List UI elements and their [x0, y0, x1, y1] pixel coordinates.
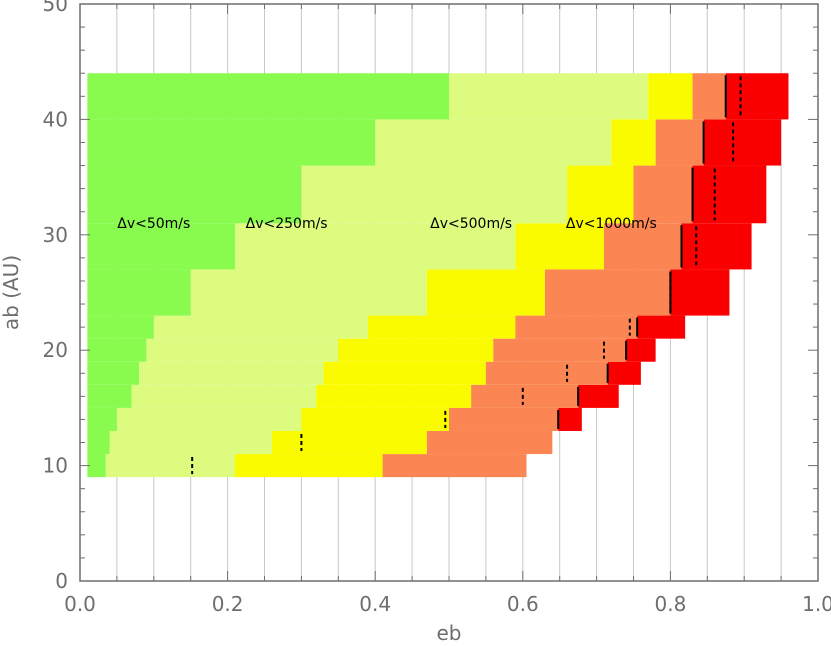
- region-lt500-segment: [367, 315, 516, 339]
- region-lt50-segment: [87, 430, 110, 455]
- region-lt250-segment: [105, 454, 235, 478]
- region-label: Δv<1000m/s: [566, 216, 657, 232]
- region-lt50-segment: [87, 407, 117, 431]
- y-tick-label: 10: [43, 454, 68, 478]
- region-lt1000-segment: [493, 338, 627, 362]
- region-max-segment: [692, 165, 767, 224]
- region-lt250-segment: [234, 223, 516, 270]
- region-max-segment: [607, 361, 641, 385]
- region-lt250-segment: [375, 119, 612, 166]
- region-lt500-segment: [426, 269, 545, 316]
- region-lt50-segment: [87, 454, 106, 478]
- region-lt500-segment: [234, 454, 383, 478]
- region-lt50-segment: [87, 361, 140, 385]
- region-lt1000-segment: [515, 315, 638, 339]
- region-lt500-segment: [515, 223, 604, 270]
- region-lt50-segment: [87, 73, 449, 120]
- region-lt1000-segment: [426, 430, 553, 455]
- x-tick-label: 0.6: [507, 592, 539, 616]
- region-lt1000-segment: [471, 384, 579, 408]
- boundary-markers: [191, 75, 742, 475]
- region-lt250-segment: [449, 73, 649, 120]
- region-lt50-segment: [87, 165, 302, 224]
- region-lt500-segment: [301, 407, 449, 431]
- region-label: Δv<50m/s: [117, 216, 190, 232]
- region-lt1000-segment: [449, 407, 559, 431]
- region-lt250-segment: [146, 338, 339, 362]
- region-lt1000-segment: [655, 119, 704, 166]
- region-lt1000-segment: [633, 165, 693, 224]
- region-lt250-segment: [153, 315, 368, 339]
- y-tick-label: 50: [43, 0, 68, 16]
- region-lt500-segment: [323, 361, 486, 385]
- region-lt250-segment: [116, 407, 302, 431]
- region-lt500-segment: [271, 430, 427, 455]
- region-lt250-segment: [109, 430, 272, 455]
- region-lt500-segment: [316, 384, 472, 408]
- region-lt250-segment: [301, 165, 568, 224]
- x-tick-label: 0.4: [359, 592, 391, 616]
- region-lt250-segment: [131, 384, 317, 408]
- region-max-segment: [637, 315, 686, 339]
- region-lt250-segment: [190, 269, 427, 316]
- region-lt50-segment: [87, 223, 235, 270]
- region-max-segment: [558, 407, 582, 431]
- region-lt1000-segment: [382, 454, 527, 478]
- region-lt50-segment: [87, 338, 147, 362]
- region-max-segment: [681, 223, 752, 270]
- region-lt50-segment: [87, 269, 191, 316]
- region-bars: [87, 73, 789, 478]
- region-lt500-segment: [338, 338, 494, 362]
- axis-ticks: 0.0 0.2 0.4 0.6 0.8 1.0 0 10 20 30 40 50: [43, 0, 831, 616]
- region-max-segment: [626, 338, 656, 362]
- region-max-segment: [670, 269, 730, 316]
- region-lt250-segment: [139, 361, 324, 385]
- y-tick-label: 40: [43, 107, 68, 131]
- y-tick-label: 30: [43, 223, 68, 247]
- region-lt500-segment: [648, 73, 693, 120]
- region-label: Δv<500m/s: [430, 216, 512, 232]
- x-tick-label: 0.2: [212, 592, 244, 616]
- x-tick-label: 1.0: [802, 592, 831, 616]
- region-lt1000-segment: [603, 223, 682, 270]
- region-lt50-segment: [87, 119, 376, 166]
- y-axis-title: ab (AU): [0, 255, 23, 330]
- x-tick-label: 0.0: [64, 592, 96, 616]
- region-lt1000-segment: [485, 361, 608, 385]
- region-max-segment: [725, 73, 789, 120]
- region-lt500-segment: [611, 119, 656, 166]
- region-lt500-segment: [567, 165, 634, 224]
- y-tick-label: 20: [43, 338, 68, 362]
- region-lt50-segment: [87, 315, 154, 339]
- region-label: Δv<250m/s: [246, 216, 328, 232]
- x-axis-title: eb: [437, 621, 462, 645]
- region-lt1000-segment: [544, 269, 671, 316]
- x-tick-label: 0.8: [654, 592, 686, 616]
- region-labels: Δv<50m/s Δv<250m/s Δv<500m/s Δv<1000m/s: [117, 216, 657, 232]
- region-max-segment: [703, 119, 782, 166]
- region-lt50-segment: [87, 384, 132, 408]
- region-max-segment: [578, 384, 619, 408]
- y-tick-label: 0: [55, 569, 68, 593]
- region-lt1000-segment: [692, 73, 726, 120]
